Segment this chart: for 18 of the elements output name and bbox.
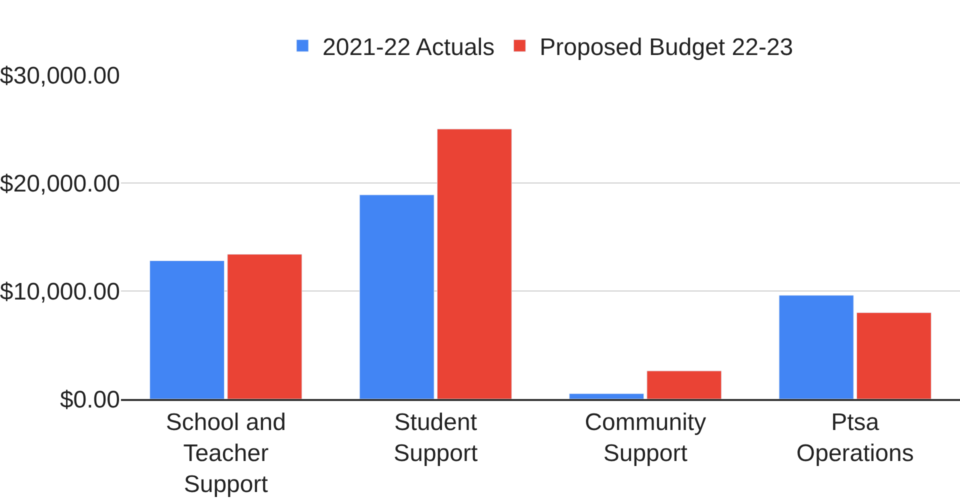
- y-tick-label: $10,000.00: [0, 278, 120, 306]
- bar: [436, 128, 512, 399]
- bar: [646, 370, 722, 399]
- bar: [569, 393, 644, 399]
- legend-label: Proposed Budget 22-23: [540, 34, 794, 61]
- x-tick-label: School and Teacher Support: [166, 408, 286, 498]
- y-tick-label: $0.00: [60, 386, 120, 414]
- bar: [359, 194, 434, 399]
- x-tick-label: Student Support: [394, 408, 478, 467]
- bar: [227, 254, 302, 399]
- bar: [856, 312, 932, 399]
- legend-label: 2021-22 Actuals: [322, 34, 495, 61]
- bar: [150, 260, 225, 399]
- y-tick-label: $30,000.00: [0, 62, 120, 90]
- y-tick-label: $20,000.00: [0, 170, 120, 198]
- x-tick-label: Ptsa Operations: [796, 408, 914, 467]
- bar: [778, 295, 854, 399]
- x-tick-label: Community Support: [584, 408, 706, 467]
